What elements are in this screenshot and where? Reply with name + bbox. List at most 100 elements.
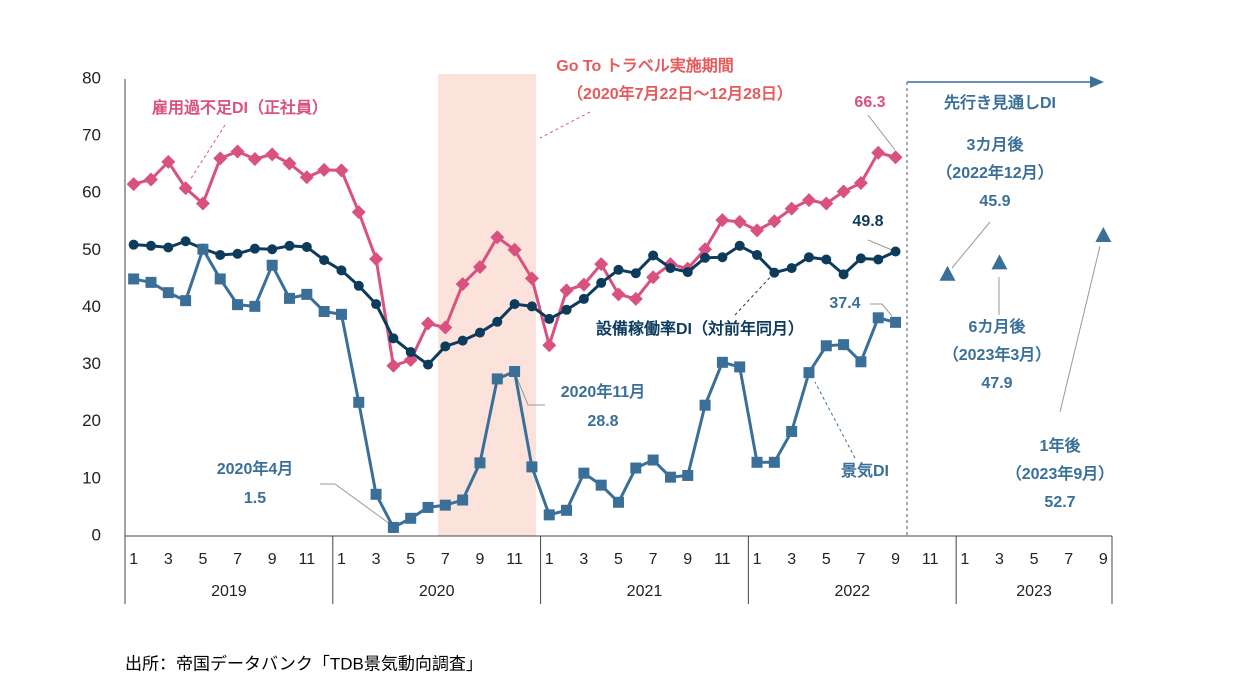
data-point: [750, 223, 765, 238]
forecast-arrow-head: [1090, 76, 1104, 88]
data-point: [301, 241, 312, 252]
data-point: [163, 242, 174, 253]
data-point: [838, 269, 849, 280]
data-point: [457, 335, 468, 346]
leader-line: [320, 483, 391, 525]
leader-line: [814, 381, 856, 459]
value-callout: 47.9: [981, 375, 1012, 392]
x-tick-label: 5: [406, 551, 415, 568]
annotations: 雇用過不足DI（正社員） Go To トラベル実施期間 （2020年7月22日～…: [152, 56, 1114, 511]
x-tick-label: 5: [822, 551, 831, 568]
data-point: [421, 316, 436, 331]
value-callout: 37.4: [829, 295, 860, 312]
value-callout: 49.8: [852, 213, 883, 230]
data-point: [370, 488, 382, 500]
data-point: [335, 308, 347, 320]
data-point: [145, 276, 157, 288]
x-tick-label: 9: [476, 551, 485, 568]
data-point: [526, 301, 537, 312]
data-point: [801, 193, 816, 208]
data-point: [888, 150, 903, 165]
data-point: [890, 246, 901, 257]
x-tick-label: 11: [922, 551, 939, 568]
data-point: [438, 320, 453, 335]
data-point: [594, 257, 609, 272]
data-point: [145, 240, 156, 251]
x-tick-label: 7: [441, 551, 450, 568]
data-point: [423, 359, 434, 370]
data-point: [491, 373, 503, 385]
year-label: 2023: [1016, 583, 1052, 600]
x-tick-label: 7: [1064, 551, 1073, 568]
data-point: [128, 273, 140, 285]
data-point: [630, 462, 642, 474]
x-tick-label: 9: [268, 551, 277, 568]
series-label: 先行き見通しDI: [944, 93, 1056, 112]
data-point: [836, 184, 851, 199]
data-point: [786, 263, 797, 274]
data-point: [716, 356, 728, 368]
x-tick-label: 5: [614, 551, 623, 568]
data-point: [230, 144, 245, 159]
data-point: [526, 461, 538, 473]
data-point: [336, 265, 347, 276]
data-point: [266, 259, 278, 271]
value-callout: 28.8: [587, 413, 618, 430]
y-tick-label: 70: [82, 126, 101, 145]
leader-line: [870, 303, 893, 317]
data-point: [161, 154, 176, 169]
data-point: [455, 277, 470, 292]
data-point: [939, 265, 956, 281]
data-point: [890, 316, 902, 328]
data-point: [490, 230, 505, 245]
year-label: 2022: [834, 583, 870, 600]
data-point: [249, 243, 260, 254]
data-point: [544, 313, 555, 324]
data-point: [403, 353, 418, 368]
data-point: [232, 299, 244, 311]
data-point: [474, 327, 485, 338]
data-point: [267, 244, 278, 255]
x-tick-label: 3: [372, 551, 381, 568]
year-label: 2021: [627, 583, 663, 600]
data-point: [472, 259, 487, 274]
data-point: [578, 293, 589, 304]
x-tick-label: 7: [649, 551, 658, 568]
annotation: Go To トラベル実施期間: [556, 56, 733, 75]
series-label: 景気DI: [841, 461, 889, 480]
annotation: （2023年3月）: [943, 345, 1052, 364]
data-point: [543, 509, 555, 521]
data-point: [492, 316, 503, 327]
leader-line: [514, 372, 545, 406]
data-point: [596, 277, 607, 288]
data-point: [838, 339, 850, 351]
value-callout: 66.3: [854, 94, 885, 111]
data-point: [405, 512, 417, 524]
data-point: [440, 341, 451, 352]
y-tick-label: 40: [82, 297, 101, 316]
x-tick-label: 7: [233, 551, 242, 568]
data-point: [578, 467, 590, 479]
data-point: [561, 504, 573, 516]
data-point: [474, 457, 486, 469]
y-tick-label: 50: [82, 240, 101, 259]
data-point: [784, 201, 799, 216]
data-point: [284, 292, 295, 304]
annotation: （2023年9月）: [1006, 464, 1115, 483]
data-point: [353, 280, 364, 291]
value-callout: 52.7: [1044, 494, 1075, 511]
data-point: [439, 499, 451, 511]
data-point: [803, 367, 815, 379]
series-label: 設備稼働率DI（対前年同月）: [596, 319, 804, 338]
data-point: [542, 338, 557, 353]
data-point: [249, 300, 261, 312]
x-tick-label: 1: [960, 551, 969, 568]
data-point: [682, 267, 693, 278]
leader-line: [867, 114, 896, 151]
data-point: [664, 471, 676, 483]
data-point: [819, 196, 834, 211]
x-tick-label: 1: [337, 551, 346, 568]
annotation: （2022年12月）: [936, 163, 1053, 182]
data-point: [613, 264, 624, 275]
data-point: [214, 273, 226, 285]
